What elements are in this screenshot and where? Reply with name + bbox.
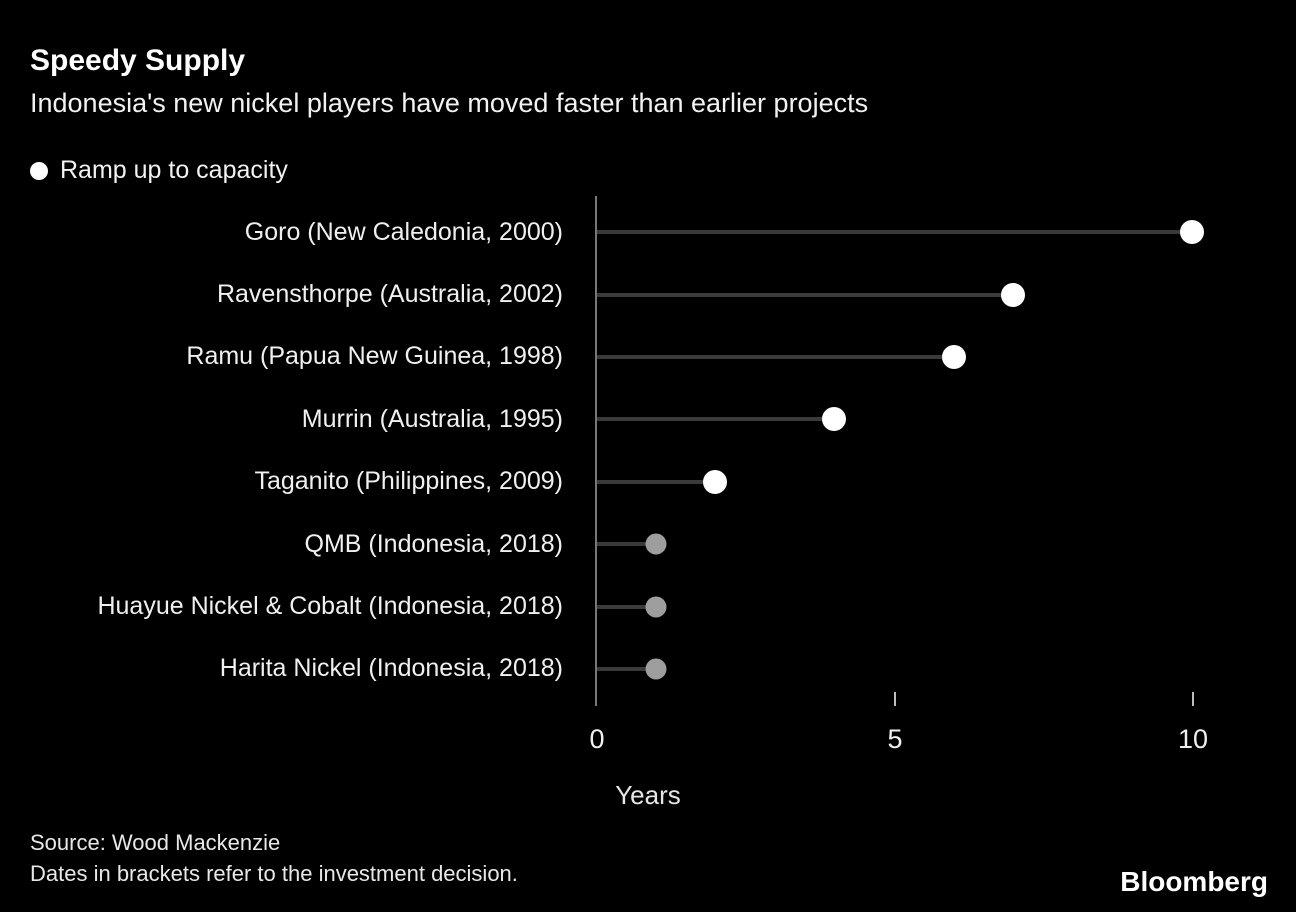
row-plot xyxy=(595,326,1270,388)
row-plot xyxy=(595,513,1270,575)
legend-label: Ramp up to capacity xyxy=(60,156,288,184)
data-point-dot xyxy=(645,596,667,618)
x-tick-label: 5 xyxy=(887,724,903,754)
y-axis-line xyxy=(595,196,597,706)
x-tick-mark xyxy=(894,692,896,706)
x-tick-label: 10 xyxy=(1177,724,1209,754)
chart-subtitle: Indonesia's new nickel players have move… xyxy=(30,88,869,118)
category-label: Ravensthorpe (Australia, 2002) xyxy=(216,280,563,309)
row-plot xyxy=(595,201,1270,263)
category-label: Murrin (Australia, 1995) xyxy=(301,404,563,433)
x-axis-labels: 0 5 10 xyxy=(30,724,1270,760)
lollipop-stem xyxy=(597,604,655,609)
data-point-dot xyxy=(822,407,847,432)
lollipop-stem xyxy=(597,230,1191,235)
bloomberg-logo: Bloomberg xyxy=(1120,866,1268,897)
lollipop-stem xyxy=(597,542,655,547)
row-plot xyxy=(595,263,1270,325)
chart-plot-area: Goro (New Caledonia, 2000) Ravensthorpe (… xyxy=(30,196,1270,706)
chart-row: Goro (New Caledonia, 2000) xyxy=(30,201,1270,263)
data-point-dot xyxy=(941,344,966,369)
source-text: Source: Wood Mackenzie xyxy=(30,830,281,855)
row-plot xyxy=(595,388,1270,450)
data-point-dot xyxy=(703,469,728,494)
chart-rows: Goro (New Caledonia, 2000) Ravensthorpe (… xyxy=(30,201,1270,700)
data-point-dot xyxy=(1180,220,1204,245)
chart-row: Huayue Nickel & Cobalt (Indonesia, 2018) xyxy=(30,575,1270,637)
row-plot xyxy=(595,451,1270,513)
lollipop-stem xyxy=(597,292,1013,297)
data-point-dot xyxy=(645,533,667,555)
lollipop-stem xyxy=(597,479,715,484)
chart-row: Ramu (Papua New Guinea, 1998) xyxy=(30,326,1270,388)
lollipop-stem xyxy=(597,417,834,422)
chart-row: Murrin (Australia, 1995) xyxy=(30,388,1270,450)
lollipop-stem xyxy=(597,354,953,359)
chart-row: QMB (Indonesia, 2018) xyxy=(30,513,1270,575)
row-plot xyxy=(595,575,1270,637)
data-point-dot xyxy=(1001,282,1026,307)
category-label: QMB (Indonesia, 2018) xyxy=(304,529,563,558)
category-label: Harita Nickel (Indonesia, 2018) xyxy=(219,654,563,683)
x-tick-label: 0 xyxy=(589,724,605,754)
lollipop-stem xyxy=(597,666,655,671)
footnote-text: Dates in brackets refer to the investmen… xyxy=(30,861,518,886)
chart-row: Harita Nickel (Indonesia, 2018) xyxy=(30,638,1270,700)
x-axis-title: Years xyxy=(615,780,681,810)
chart-row: Ravensthorpe (Australia, 2002) xyxy=(30,263,1270,325)
x-tick-mark xyxy=(1192,692,1194,706)
legend-marker-icon xyxy=(30,161,48,180)
category-label: Huayue Nickel & Cobalt (Indonesia, 2018) xyxy=(97,592,563,621)
data-point-dot xyxy=(645,658,667,680)
chart-title: Speedy Supply xyxy=(30,44,246,77)
legend: Ramp up to capacity xyxy=(30,156,288,185)
category-label: Ramu (Papua New Guinea, 1998) xyxy=(186,342,563,371)
chart-row: Taganito (Philippines, 2009) xyxy=(30,451,1270,513)
row-plot xyxy=(595,638,1270,700)
category-label: Goro (New Caledonia, 2000) xyxy=(244,217,563,246)
category-label: Taganito (Philippines, 2009) xyxy=(254,467,563,496)
